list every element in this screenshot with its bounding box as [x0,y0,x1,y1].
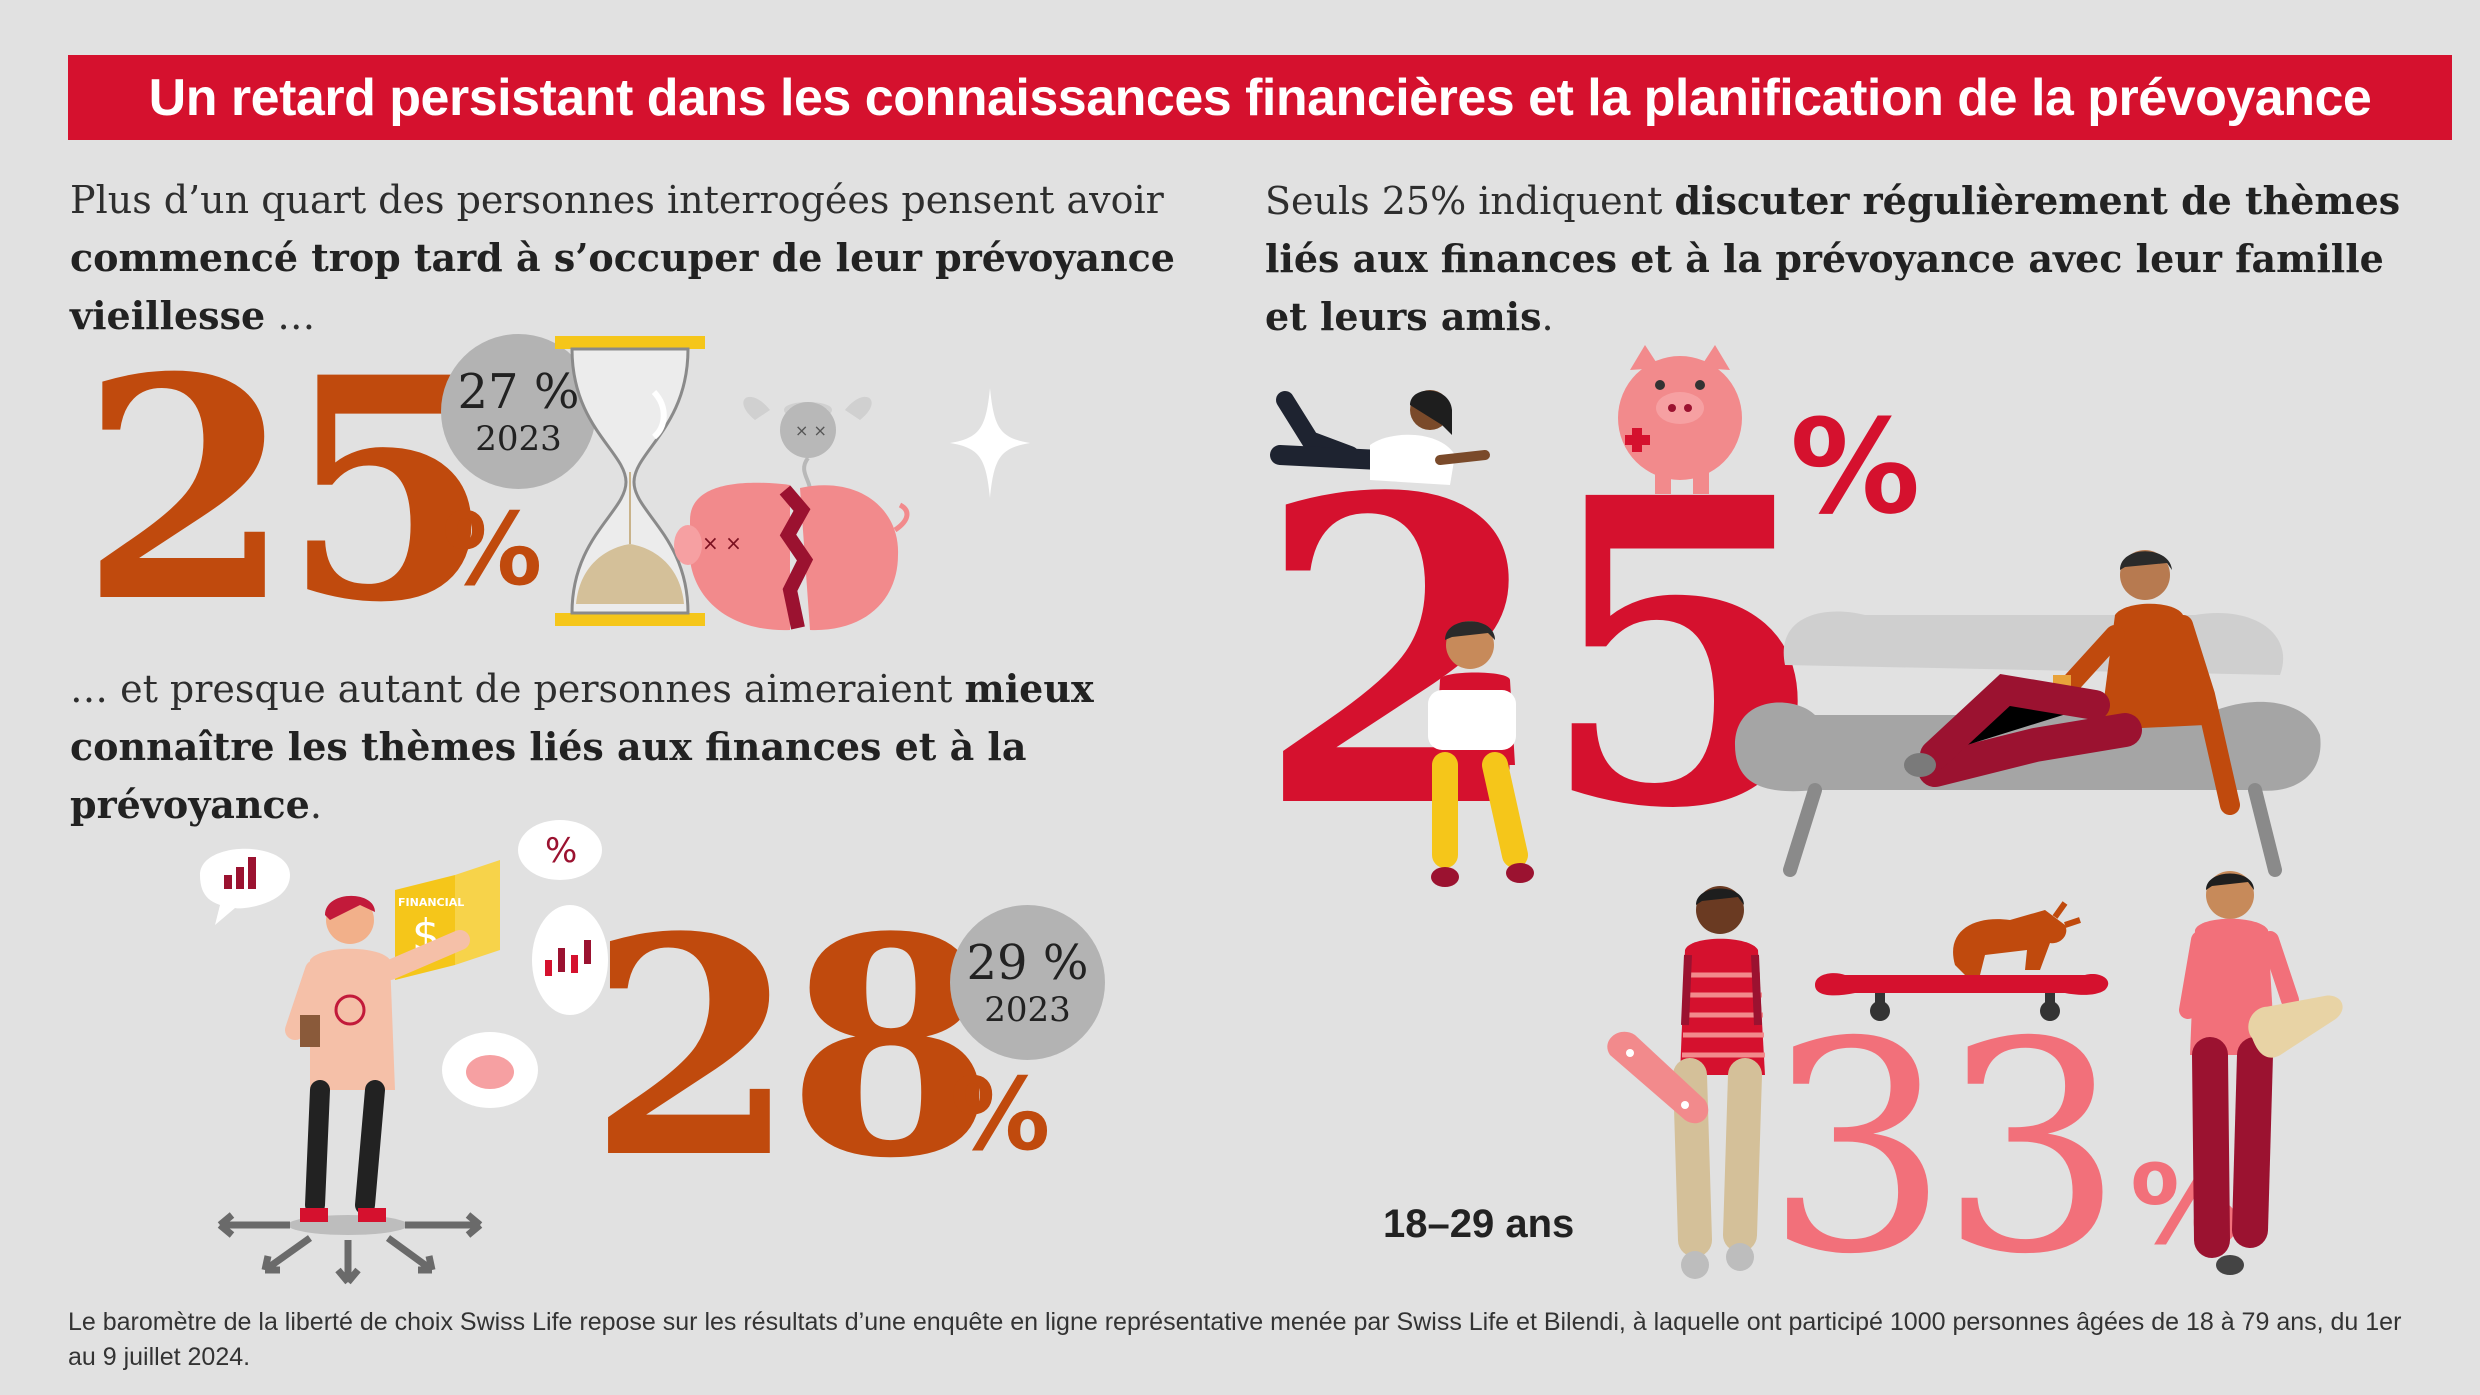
svg-text:× ×: × × [702,531,742,555]
stat-28-left: 28 [588,871,995,1224]
previous-value-bottom: 29 % [966,934,1089,991]
previous-year-circle-top: 27 % 2023 [441,334,596,489]
right-text-a: Seuls 25% indiquent [1265,179,1675,223]
skateboard-bull-icon [1815,901,2109,1021]
book-label: FINANCIAL [398,896,464,909]
age-group-label: 18–29 ans [1383,1202,1575,1246]
stat-25-right-percent: % [1790,391,1921,543]
left-bottom-text-bold: mieux connaître les thèmes liés aux fina… [70,666,1094,827]
page-title: Un retard persistant dans les connaissan… [148,68,2372,127]
left-bottom-text: … et presque autant de personnes aimerai… [70,660,1270,834]
left-bottom-text-a: … et presque autant de personnes aimerai… [70,667,965,711]
stat-33-young: 33 [1765,981,2124,1318]
stat-25-left-percent: % [442,491,543,608]
boy-with-pillow-illustration [1428,621,1534,887]
sparkle-icon [950,388,1030,498]
bubble-percent: % [545,831,577,871]
previous-year-top: 2023 [475,418,562,459]
previous-value-top: 27 % [457,363,580,420]
left-top-text: Plus d’un quart des personnes interrogée… [70,172,1210,345]
young-man-skateboard-right-illustration [2179,871,2343,1275]
woman-lying-illustration [1270,390,1490,485]
sofa-man-illustration [1735,550,2321,877]
broken-piggy-bank-icon: × × × × [674,396,910,631]
stat-28-left-percent: % [950,1056,1051,1173]
hourglass-icon [555,336,705,626]
stat-25-right: 25 [1255,408,1829,901]
previous-year-bottom: 2023 [984,989,1071,1030]
stat-25-left: 25 [80,311,494,669]
right-text-bold: discuter régulièrement de thèmes liés au… [1265,178,2401,339]
person-reading-illustration: % FINANCIAL $ [200,820,608,1285]
right-text: Seuls 25% indiquent discuter régulièreme… [1265,172,2425,346]
footnote: Le baromètre de la liberté de choix Swis… [68,1308,2402,1371]
left-top-text-c: … [265,294,316,338]
left-top-text-a: Plus d’un quart des personnes interrogée… [70,178,1164,222]
previous-year-circle-bottom: 29 % 2023 [950,905,1105,1060]
right-text-c: . [1541,295,1554,339]
piggy-bank-bandage-icon [1618,345,1742,494]
young-man-skateboard-left-illustration [1607,886,1765,1279]
left-bottom-text-c: . [309,783,322,827]
title-banner: Un retard persistant dans les connaissan… [68,55,2452,140]
left-top-text-bold: commencé trop tard à s’occuper de leur p… [70,235,1175,338]
svg-text:× ×: × × [795,421,827,440]
